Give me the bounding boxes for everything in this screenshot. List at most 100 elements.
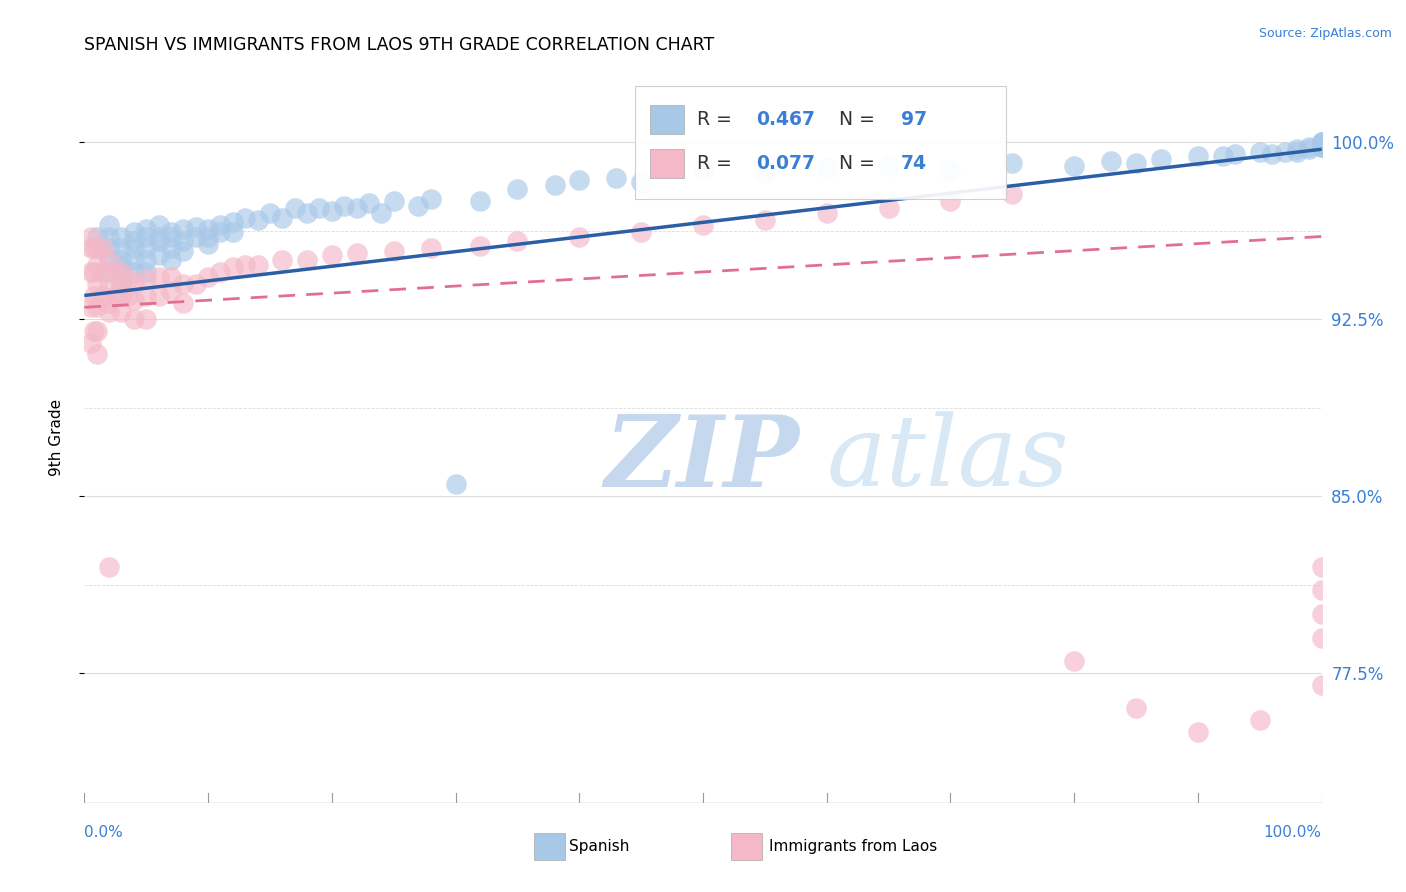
Text: 0.467: 0.467 bbox=[756, 110, 815, 129]
Point bbox=[86, 258, 108, 272]
Point bbox=[1212, 149, 1234, 163]
Point bbox=[1310, 137, 1333, 152]
Point bbox=[1125, 156, 1147, 170]
Point bbox=[1310, 137, 1333, 152]
Point bbox=[419, 241, 441, 255]
Point bbox=[1274, 145, 1296, 159]
Point bbox=[815, 161, 838, 175]
Text: R =: R = bbox=[697, 154, 738, 173]
Point bbox=[1223, 147, 1246, 161]
Point bbox=[1298, 140, 1320, 154]
Point bbox=[233, 258, 256, 272]
Point bbox=[83, 241, 105, 255]
Point bbox=[148, 229, 170, 244]
Point bbox=[110, 258, 132, 272]
Y-axis label: 9th Grade: 9th Grade bbox=[49, 399, 63, 475]
Text: 0.0%: 0.0% bbox=[84, 825, 124, 840]
Point bbox=[1310, 559, 1333, 574]
Point bbox=[98, 218, 121, 232]
Point bbox=[135, 312, 157, 326]
Point bbox=[160, 225, 183, 239]
Point bbox=[172, 234, 194, 248]
Point bbox=[110, 241, 132, 255]
Point bbox=[122, 225, 145, 239]
Point bbox=[222, 260, 245, 275]
Point bbox=[1285, 142, 1308, 156]
Point bbox=[419, 192, 441, 206]
Point bbox=[91, 265, 114, 279]
Point bbox=[1125, 701, 1147, 715]
Point bbox=[86, 347, 108, 361]
Point bbox=[86, 229, 108, 244]
Point bbox=[1285, 145, 1308, 159]
Point bbox=[382, 244, 405, 258]
Point bbox=[877, 201, 900, 215]
Point bbox=[877, 159, 900, 173]
Point bbox=[117, 288, 139, 302]
Point bbox=[1310, 631, 1333, 645]
Text: SPANISH VS IMMIGRANTS FROM LAOS 9TH GRADE CORRELATION CHART: SPANISH VS IMMIGRANTS FROM LAOS 9TH GRAD… bbox=[84, 36, 714, 54]
Point bbox=[605, 170, 627, 185]
Point bbox=[83, 288, 105, 302]
Text: atlas: atlas bbox=[827, 411, 1070, 507]
Point bbox=[197, 236, 219, 251]
Point bbox=[110, 288, 132, 302]
Point bbox=[91, 288, 114, 302]
Point bbox=[135, 241, 157, 255]
Point bbox=[122, 277, 145, 291]
Point bbox=[1310, 140, 1333, 154]
Point bbox=[184, 229, 207, 244]
Point bbox=[506, 234, 529, 248]
Text: 100.0%: 100.0% bbox=[1264, 825, 1322, 840]
Point bbox=[1310, 135, 1333, 149]
Text: Source: ZipAtlas.com: Source: ZipAtlas.com bbox=[1258, 27, 1392, 40]
Point bbox=[209, 225, 232, 239]
Point bbox=[98, 241, 121, 255]
Point bbox=[209, 265, 232, 279]
Point bbox=[172, 244, 194, 258]
Point bbox=[470, 194, 492, 208]
Point bbox=[98, 277, 121, 291]
Point bbox=[321, 248, 343, 262]
Point bbox=[333, 199, 356, 213]
Text: 74: 74 bbox=[901, 154, 927, 173]
Point bbox=[271, 253, 294, 268]
Point bbox=[1310, 583, 1333, 598]
Point bbox=[98, 229, 121, 244]
Point bbox=[160, 241, 183, 255]
Point bbox=[172, 222, 194, 236]
Point bbox=[117, 272, 139, 286]
Point bbox=[259, 206, 281, 220]
Point bbox=[284, 201, 307, 215]
Point bbox=[86, 277, 108, 291]
Point bbox=[222, 225, 245, 239]
Point bbox=[135, 265, 157, 279]
FancyBboxPatch shape bbox=[636, 86, 1007, 200]
Point bbox=[148, 248, 170, 262]
Point bbox=[1310, 137, 1333, 152]
Point bbox=[346, 201, 368, 215]
Point bbox=[79, 335, 101, 350]
Point bbox=[86, 301, 108, 315]
FancyBboxPatch shape bbox=[650, 105, 685, 135]
Point bbox=[543, 178, 565, 192]
Point bbox=[222, 215, 245, 229]
Point bbox=[1063, 654, 1085, 668]
Point bbox=[346, 246, 368, 260]
Point bbox=[148, 288, 170, 302]
Point bbox=[110, 265, 132, 279]
Point bbox=[110, 305, 132, 319]
Point bbox=[98, 559, 121, 574]
Point bbox=[135, 222, 157, 236]
Point bbox=[79, 229, 101, 244]
Point bbox=[197, 269, 219, 284]
Text: N =: N = bbox=[827, 154, 880, 173]
Point bbox=[1310, 137, 1333, 152]
Point bbox=[1249, 713, 1271, 727]
Text: Spanish: Spanish bbox=[569, 839, 630, 854]
Point bbox=[148, 234, 170, 248]
Point bbox=[135, 253, 157, 268]
Point bbox=[184, 220, 207, 235]
Point bbox=[1310, 137, 1333, 152]
Point bbox=[470, 239, 492, 253]
